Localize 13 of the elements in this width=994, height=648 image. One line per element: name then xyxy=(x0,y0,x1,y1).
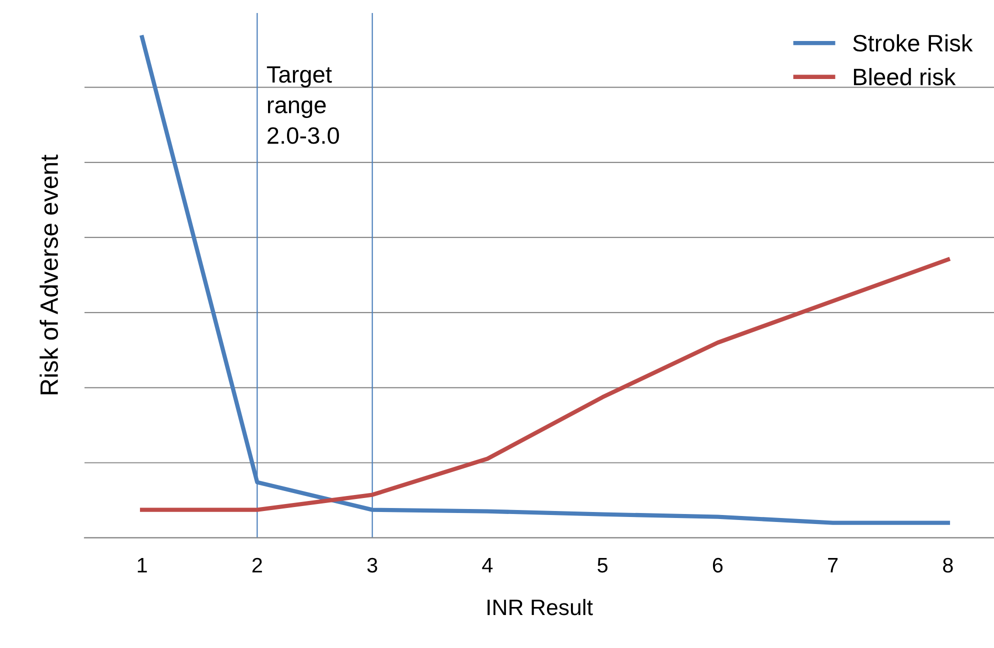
x-tick-label: 6 xyxy=(712,558,723,573)
x-tick-label: 2 xyxy=(252,558,262,572)
annotation: Target range 2.0-3.0 xyxy=(266,66,339,144)
x-tick-label: 5 xyxy=(598,558,608,573)
legend-label: Stroke Risk xyxy=(853,34,973,52)
y-axis-title: Risk of Adverse event xyxy=(40,154,58,394)
x-tick-label: 8 xyxy=(943,558,953,573)
legend-label: Bleed risk xyxy=(854,68,956,86)
x-tick-label: 1 xyxy=(138,558,147,572)
x-tick-label: 4 xyxy=(482,558,493,572)
x-tick-label: 7 xyxy=(828,558,838,572)
x-tick-label: 3 xyxy=(367,558,378,573)
x-axis-title: INR Result xyxy=(488,598,593,616)
